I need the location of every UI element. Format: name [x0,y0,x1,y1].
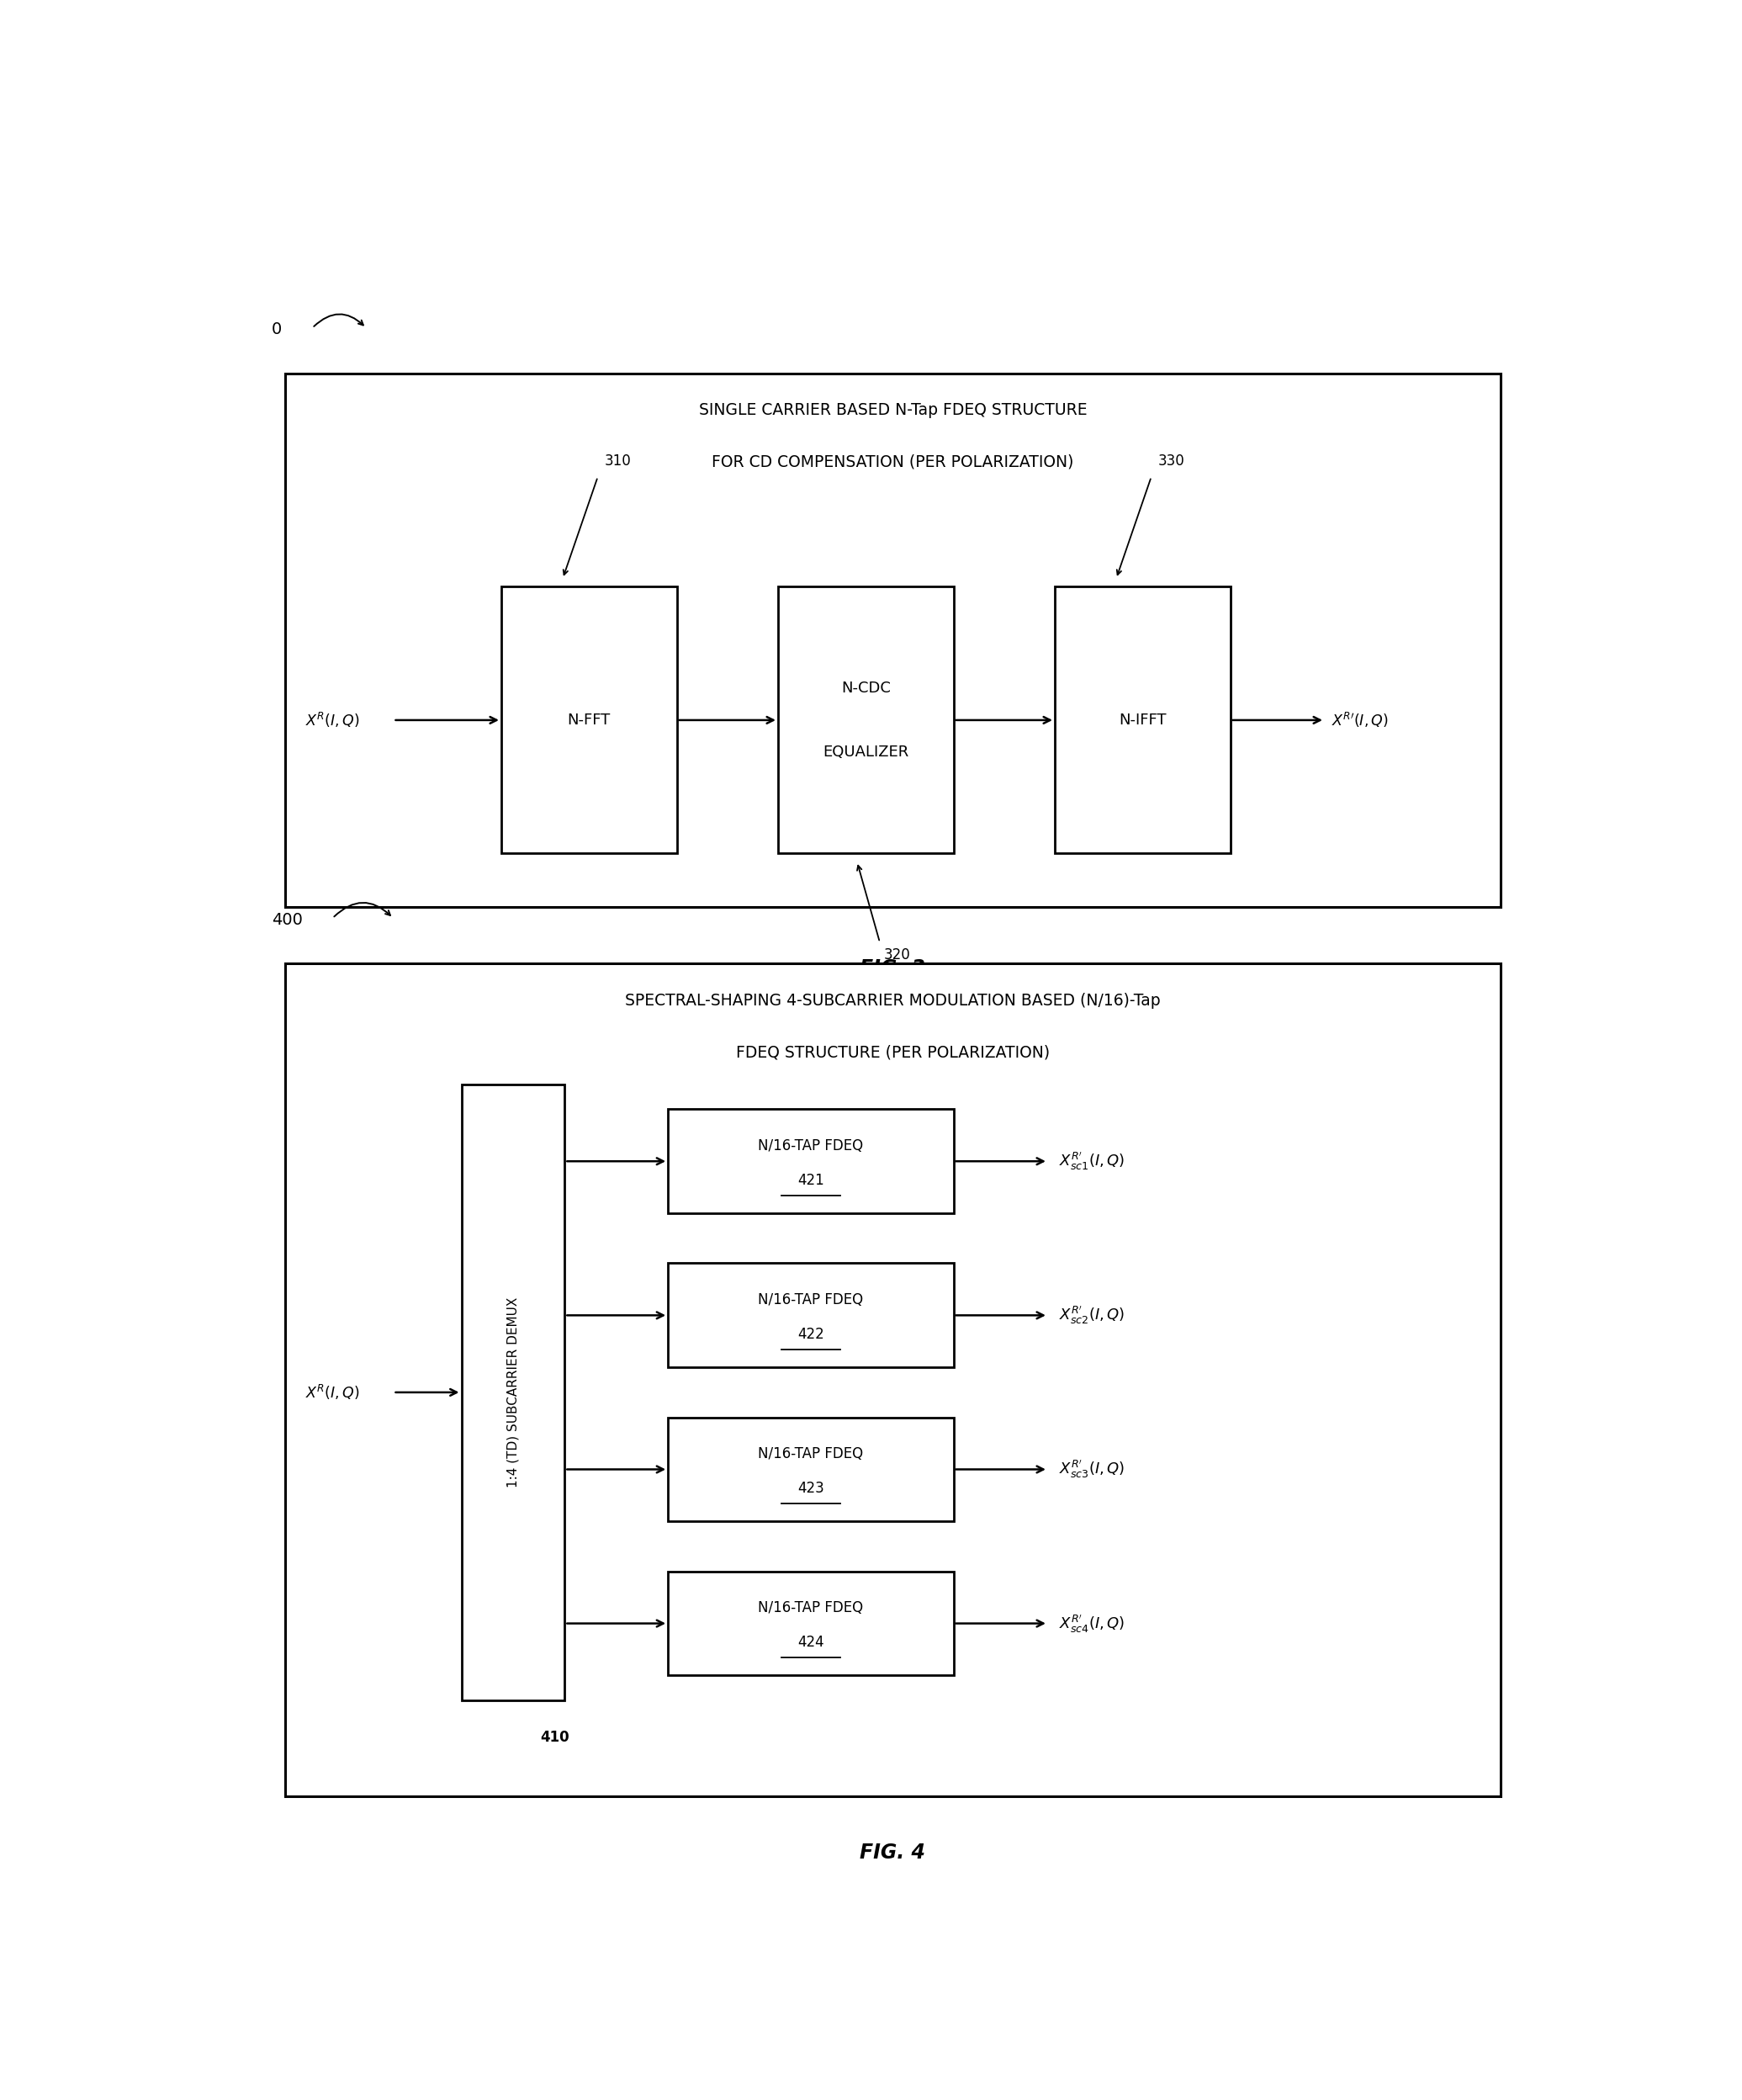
Text: 422: 422 [798,1327,824,1342]
Text: SPECTRAL-SHAPING 4-SUBCARRIER MODULATION BASED (N/16)-Tap: SPECTRAL-SHAPING 4-SUBCARRIER MODULATION… [625,993,1160,1008]
Text: $X_{sc4}^{R'}(I,Q)$: $X_{sc4}^{R'}(I,Q)$ [1059,1613,1125,1634]
Text: $X^R(I,Q)$: $X^R(I,Q)$ [305,710,361,729]
Bar [779,586,953,853]
Text: 1:4 (TD) SUBCARRIER DEMUX: 1:4 (TD) SUBCARRIER DEMUX [507,1298,519,1487]
Text: N-CDC: N-CDC [841,680,890,695]
Text: N-IFFT: N-IFFT [1118,712,1167,729]
Text: FIG. 4: FIG. 4 [861,1842,925,1863]
Text: N/16-TAP FDEQ: N/16-TAP FDEQ [758,1600,864,1615]
Text: $X_{sc2}^{R'}(I,Q)$: $X_{sc2}^{R'}(I,Q)$ [1059,1304,1125,1327]
Text: FIG. 3: FIG. 3 [861,958,925,979]
Text: $X_{sc1}^{R'}(I,Q)$: $X_{sc1}^{R'}(I,Q)$ [1059,1151,1125,1172]
Bar [286,374,1500,907]
Bar [1054,586,1230,853]
Bar [286,964,1500,1796]
Text: N/16-TAP FDEQ: N/16-TAP FDEQ [758,1292,864,1308]
Text: EQUALIZER: EQUALIZER [822,746,909,760]
Text: 400: 400 [272,911,303,928]
Bar [667,1109,953,1214]
Text: FOR CD COMPENSATION (PER POLARIZATION): FOR CD COMPENSATION (PER POLARIZATION) [712,454,1073,470]
Bar [667,1571,953,1676]
Text: 423: 423 [798,1480,824,1495]
Text: 330: 330 [1158,454,1185,468]
Text: SINGLE CARRIER BASED N-Tap FDEQ STRUCTURE: SINGLE CARRIER BASED N-Tap FDEQ STRUCTUR… [699,403,1087,418]
Text: 320: 320 [883,947,911,962]
Text: 424: 424 [798,1634,824,1651]
Text: 421: 421 [798,1172,824,1189]
Text: N/16-TAP FDEQ: N/16-TAP FDEQ [758,1138,864,1153]
Text: $X^R(I,Q)$: $X^R(I,Q)$ [305,1384,361,1401]
Text: 310: 310 [604,454,631,468]
Text: N-FFT: N-FFT [568,712,610,729]
Text: 410: 410 [540,1730,570,1745]
Bar [667,1264,953,1367]
Text: N/16-TAP FDEQ: N/16-TAP FDEQ [758,1447,864,1462]
Bar [462,1084,564,1701]
Text: 0: 0 [272,321,282,338]
Bar [502,586,676,853]
Text: FDEQ STRUCTURE (PER POLARIZATION): FDEQ STRUCTURE (PER POLARIZATION) [735,1044,1050,1060]
Bar [667,1418,953,1520]
Text: $X^{R\prime}(I,Q)$: $X^{R\prime}(I,Q)$ [1331,710,1388,729]
Text: $X_{sc3}^{R'}(I,Q)$: $X_{sc3}^{R'}(I,Q)$ [1059,1457,1125,1480]
